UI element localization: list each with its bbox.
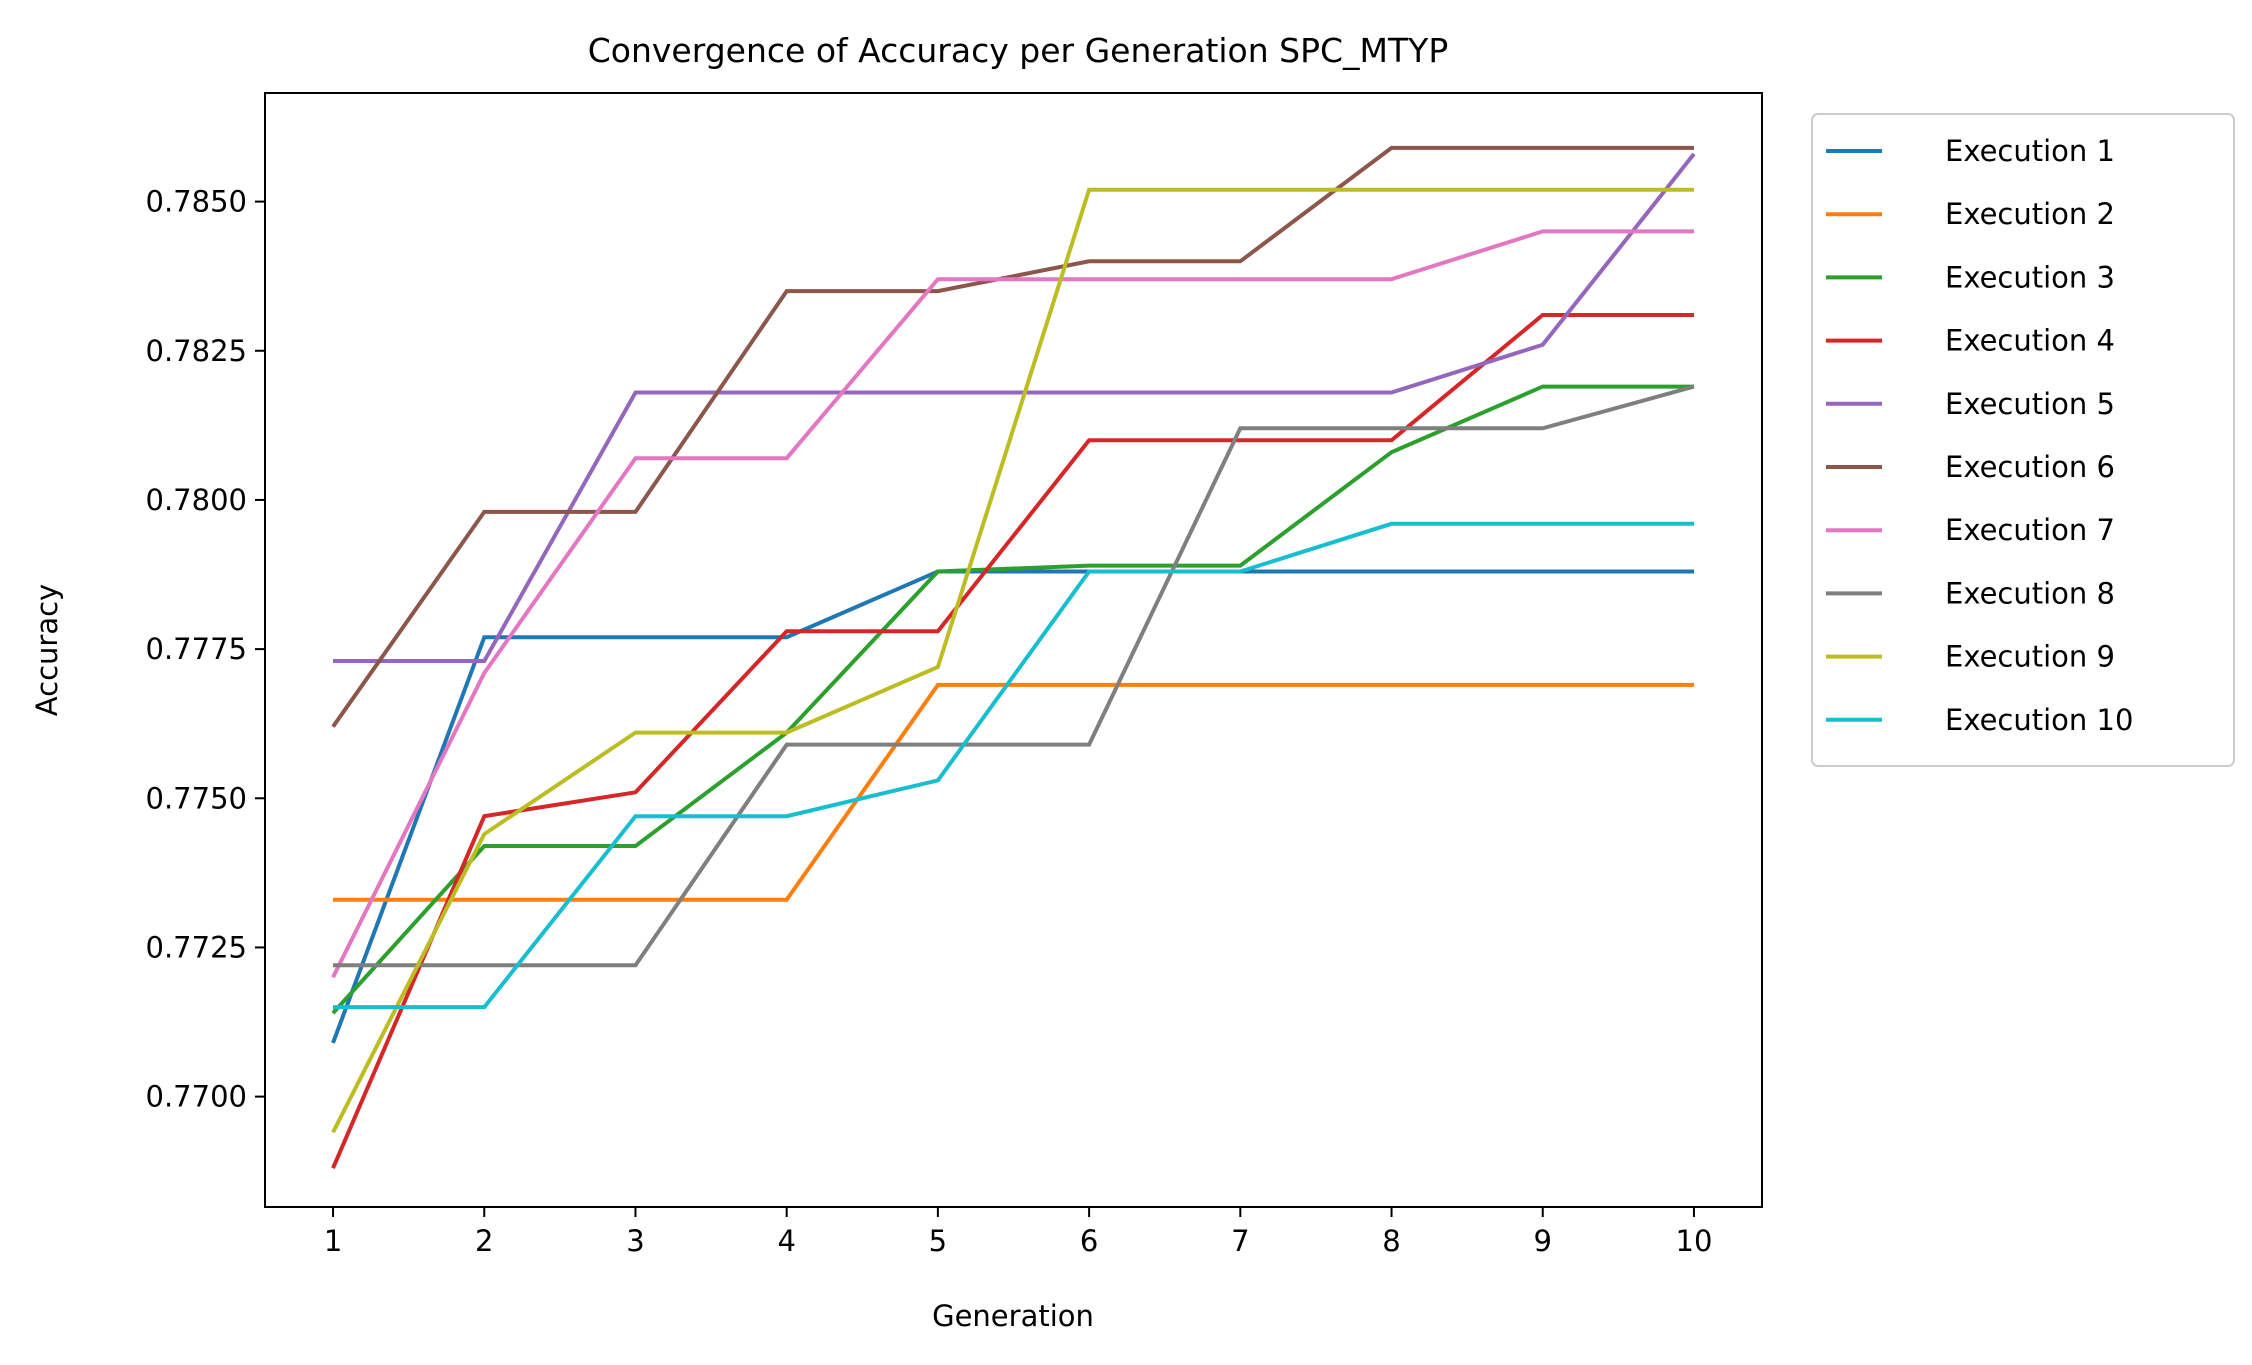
series-line-execution-8 xyxy=(333,384,1695,968)
y-tick-label: 0.7725 xyxy=(146,930,247,964)
legend: Execution 1 Execution 2 Execution 3 Executi… xyxy=(1811,113,2235,767)
x-tick-label: 9 xyxy=(1534,1224,1552,1258)
legend-label-execution-4: Execution 4 xyxy=(1945,324,2115,358)
x-tick-label: 8 xyxy=(1382,1224,1400,1258)
x-tick-label: 5 xyxy=(929,1224,947,1258)
y-tick-label: 0.7700 xyxy=(146,1080,247,1114)
series-line-execution-7 xyxy=(331,229,1694,979)
y-tick-label: 0.7825 xyxy=(146,334,247,368)
series-line-execution-4 xyxy=(331,313,1694,1169)
y-tick-label: 0.7850 xyxy=(146,185,247,219)
legend-label-execution-7: Execution 7 xyxy=(1945,513,2115,547)
legend-label-execution-5: Execution 5 xyxy=(1945,387,2115,421)
x-tick-label: 3 xyxy=(626,1224,644,1258)
y-tick-label: 0.7750 xyxy=(146,781,247,815)
legend-label-execution-9: Execution 9 xyxy=(1945,640,2115,674)
legend-label-execution-6: Execution 6 xyxy=(1945,450,2115,484)
legend-label-execution-2: Execution 2 xyxy=(1945,197,2115,231)
y-tick-label: 0.7800 xyxy=(146,483,247,517)
legend-label-execution-8: Execution 8 xyxy=(1945,576,2115,610)
legend-label-execution-1: Execution 1 xyxy=(1945,134,2115,168)
x-tick-label: 1 xyxy=(324,1224,342,1258)
y-axis: 0.7700 0.7725 0.7750 0.7775 0.7800 0.7825 0.78… xyxy=(146,185,265,1114)
x-tick-label: 7 xyxy=(1231,1224,1249,1258)
series-line-execution-9 xyxy=(331,187,1694,1134)
series-line-execution-3 xyxy=(331,384,1694,1015)
y-tick-label: 0.7775 xyxy=(146,632,247,666)
legend-box xyxy=(1811,113,2235,767)
x-axis-label: Generation xyxy=(932,1299,1094,1333)
series-line-execution-10 xyxy=(333,521,1694,1010)
y-axis-label: Accuracy xyxy=(30,584,64,716)
x-tick-label: 6 xyxy=(1080,1224,1098,1258)
legend-label-execution-10: Execution 10 xyxy=(1945,703,2133,737)
series-line-execution-5 xyxy=(333,152,1696,663)
series-line-execution-6 xyxy=(331,145,1694,728)
series-line-execution-1 xyxy=(331,569,1694,1044)
x-tick-label: 10 xyxy=(1676,1224,1713,1258)
chart-title: Convergence of Accuracy per Generation S… xyxy=(588,31,1448,70)
x-tick-label: 2 xyxy=(475,1224,493,1258)
plot-area xyxy=(264,92,1763,1208)
legend-label-execution-3: Execution 3 xyxy=(1945,260,2115,294)
x-axis: 1 2 3 4 5 6 7 8 9 10 xyxy=(324,1207,1713,1258)
series-line-execution-2 xyxy=(333,682,1694,902)
x-tick-label: 4 xyxy=(777,1224,795,1258)
